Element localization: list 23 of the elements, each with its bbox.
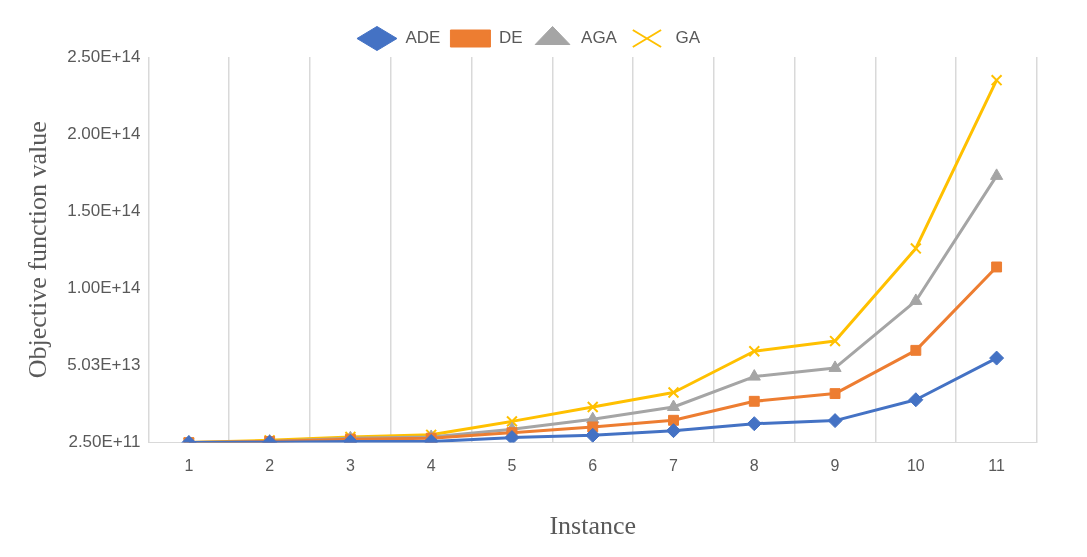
x-tick-label: 10 — [906, 456, 925, 474]
legend-label: AGA — [581, 28, 618, 48]
legend-label: GA — [675, 28, 701, 48]
x-tick-label: 1 — [184, 456, 194, 474]
x-tick-label: 4 — [426, 456, 436, 474]
y-tick-label: 1.00E+14 — [67, 278, 141, 298]
x-tick-label: 2 — [265, 456, 275, 474]
y-tick-label: 2.50E+11 — [68, 432, 141, 452]
y-tick-label: 5.03E+13 — [67, 355, 141, 375]
x-tick-label: 8 — [749, 456, 759, 474]
y-tick-label: 2.50E+14 — [67, 46, 141, 66]
y-tick-label: 2.00E+14 — [67, 123, 141, 143]
legend-label: DE — [498, 28, 523, 48]
legend-label: ADE — [405, 28, 441, 48]
x-axis-title: Instance — [549, 511, 637, 541]
x-tick-label: 5 — [507, 456, 517, 474]
y-tick-label: 1.50E+14 — [67, 201, 141, 221]
y-axis-title: Objective function value — [23, 121, 53, 379]
x-tick-label: 7 — [669, 456, 679, 474]
x-tick-label: 9 — [830, 456, 840, 474]
x-tick-label: 11 — [988, 456, 1006, 474]
x-tick-label: 3 — [345, 456, 355, 474]
x-tick-label: 6 — [588, 456, 598, 474]
